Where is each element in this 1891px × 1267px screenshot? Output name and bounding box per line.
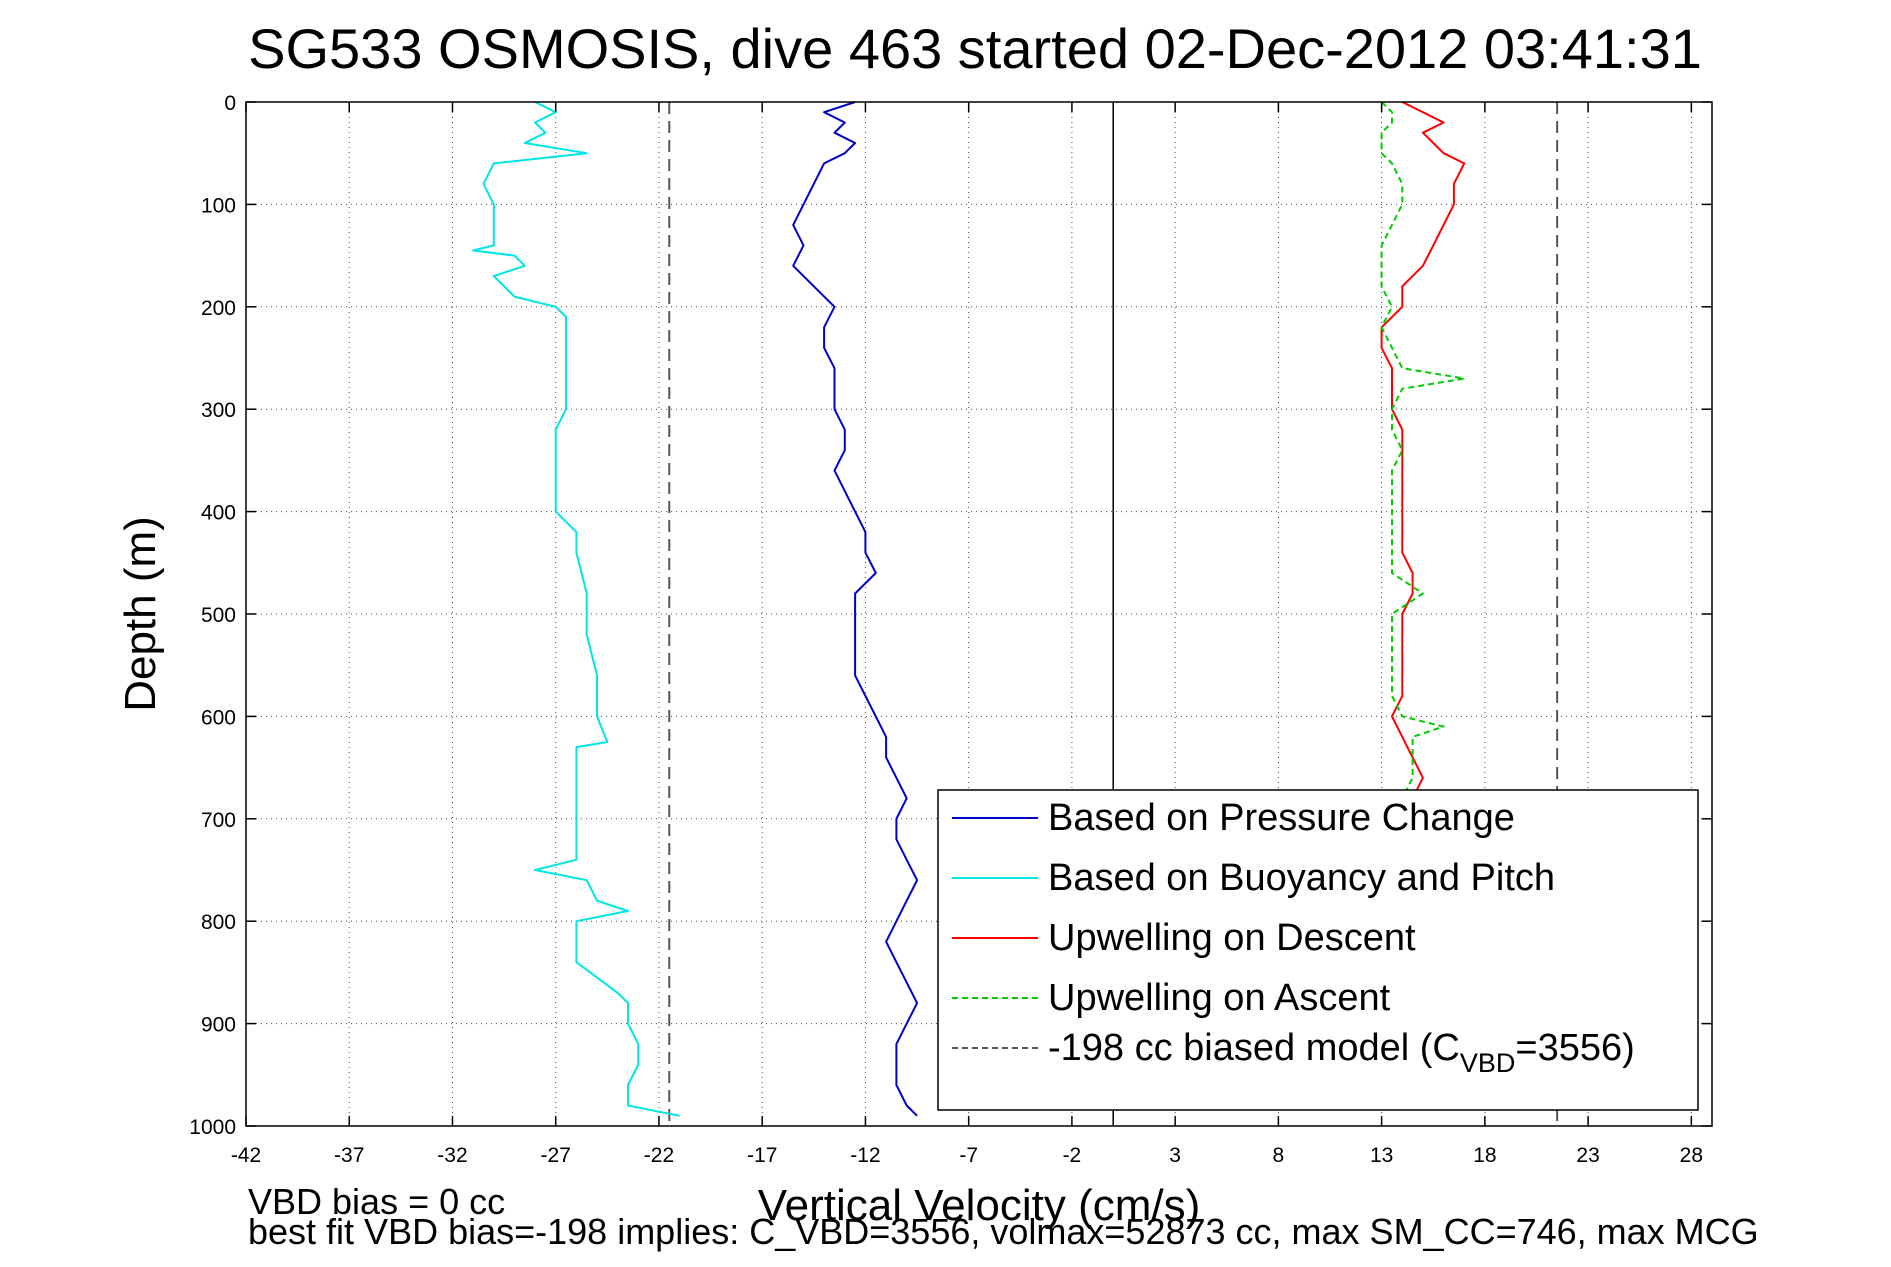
series-line-ascent [1380,101,1466,799]
y-tick-label: 500 [201,604,236,627]
x-tick-label: -7 [959,1144,978,1167]
x-tick-label: 18 [1473,1144,1496,1167]
chart-title: SG533 OSMOSIS, dive 463 started 02-Dec-2… [248,17,1702,80]
x-axis-label: Vertical Velocity (cm/s) [758,1181,1201,1230]
x-tick-label: -2 [1063,1144,1082,1167]
legend-label-model: -198 cc biased model (CVBD=3556) [1048,1027,1635,1078]
x-tick-label: 3 [1169,1144,1181,1167]
x-tick-label: -37 [334,1144,364,1167]
footer-best-fit: best fit VBD bias=-198 implies: C_VBD=35… [248,1211,1759,1252]
legend: Based on Pressure Change Based on Buoyanc… [937,789,1699,1111]
y-tick-label: 100 [201,194,236,217]
axis-ticks: -42 -37 -32 -27 -22 -17 -12 -7 -2 3 8 13 18 23 28 0 100 2… [189,92,1712,1167]
x-tick-label: 8 [1273,1144,1285,1167]
x-tick-label: -12 [850,1144,880,1167]
y-axis-label: Depth (m) [116,516,165,712]
x-tick-label: 28 [1680,1144,1703,1167]
x-tick-label: -32 [437,1144,467,1167]
y-tick-label: 400 [201,502,236,525]
y-tick-label: 0 [224,92,236,115]
x-tick-label: 13 [1370,1144,1393,1167]
y-tick-label: 1000 [189,1116,236,1139]
y-tick-label: 600 [201,706,236,729]
series-layer [472,101,1466,1117]
series-line-descent [1380,101,1466,799]
y-tick-label: 300 [201,399,236,422]
x-tick-label: -17 [747,1144,777,1167]
x-tick-label: 23 [1576,1144,1599,1167]
legend-label-buoyancy: Based on Buoyancy and Pitch [1048,857,1555,899]
legend-label-pressure: Based on Pressure Change [1048,797,1515,839]
y-tick-label: 900 [201,1014,236,1037]
y-tick-label: 200 [201,297,236,320]
footer-vbd-bias: VBD bias = 0 cc [248,1181,505,1222]
series-line-pressure [792,101,919,1117]
legend-label-descent: Upwelling on Descent [1048,917,1416,959]
series-line-buoyancy [472,101,680,1117]
y-tick-label: 700 [201,809,236,832]
y-tick-label: 800 [201,911,236,934]
x-tick-label: -22 [644,1144,674,1167]
legend-label-ascent: Upwelling on Ascent [1048,977,1391,1019]
x-tick-label: -27 [541,1144,571,1167]
legend-box [937,789,1699,1111]
x-tick-label: -42 [231,1144,261,1167]
